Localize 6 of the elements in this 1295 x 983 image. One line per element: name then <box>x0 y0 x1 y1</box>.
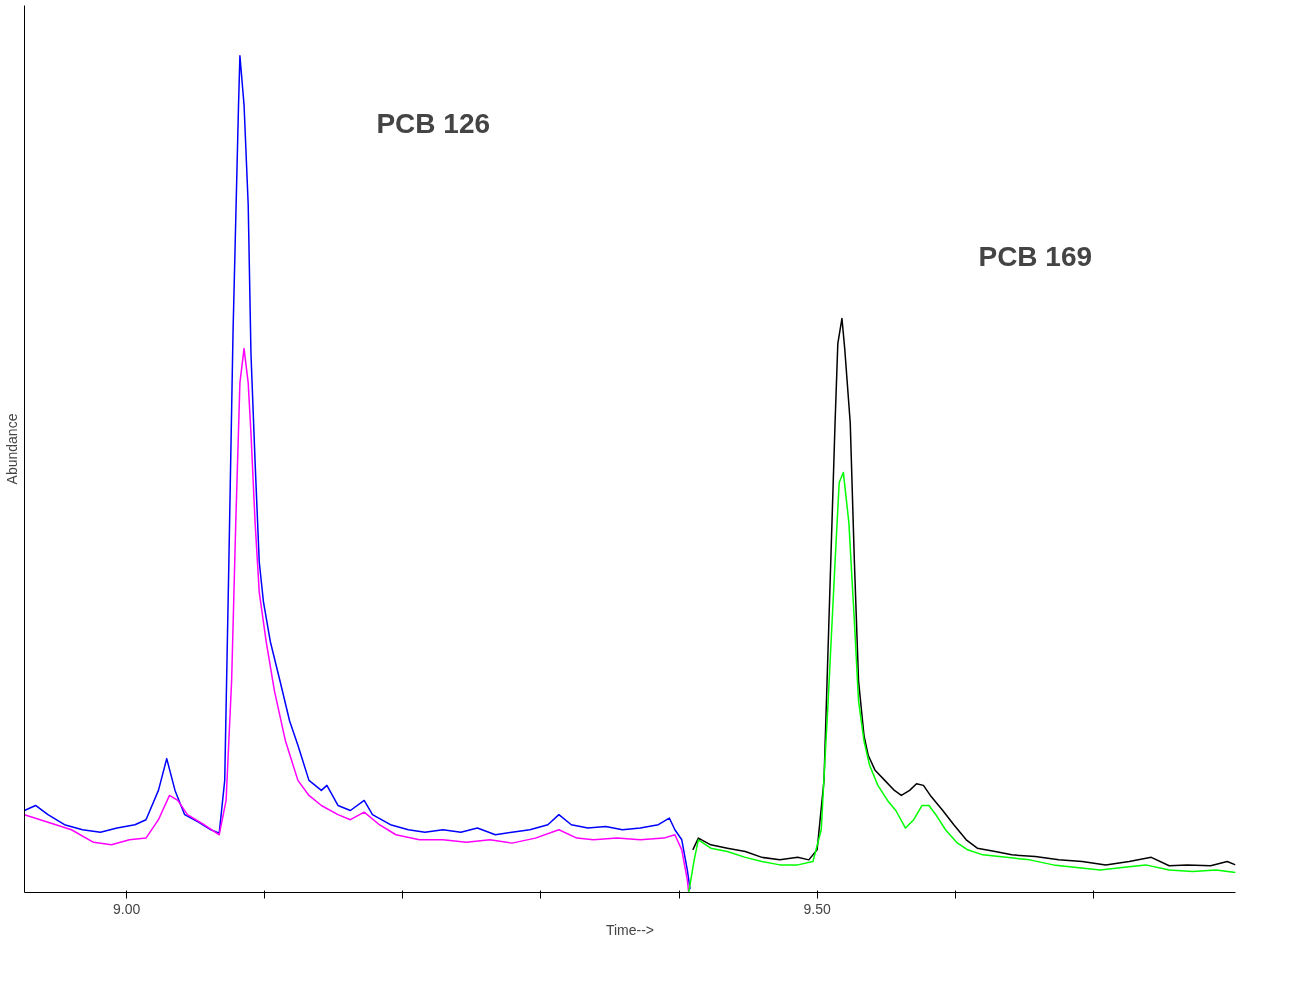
x-tick-label: 9.00 <box>113 900 141 917</box>
annotation: PCB 126 <box>376 108 491 140</box>
x-tick-label: 9.50 <box>803 900 831 917</box>
y-axis-title: Abundance <box>3 413 20 485</box>
annotation: PCB 169 <box>978 241 1093 273</box>
x-axis-title: Time--> <box>605 921 655 938</box>
